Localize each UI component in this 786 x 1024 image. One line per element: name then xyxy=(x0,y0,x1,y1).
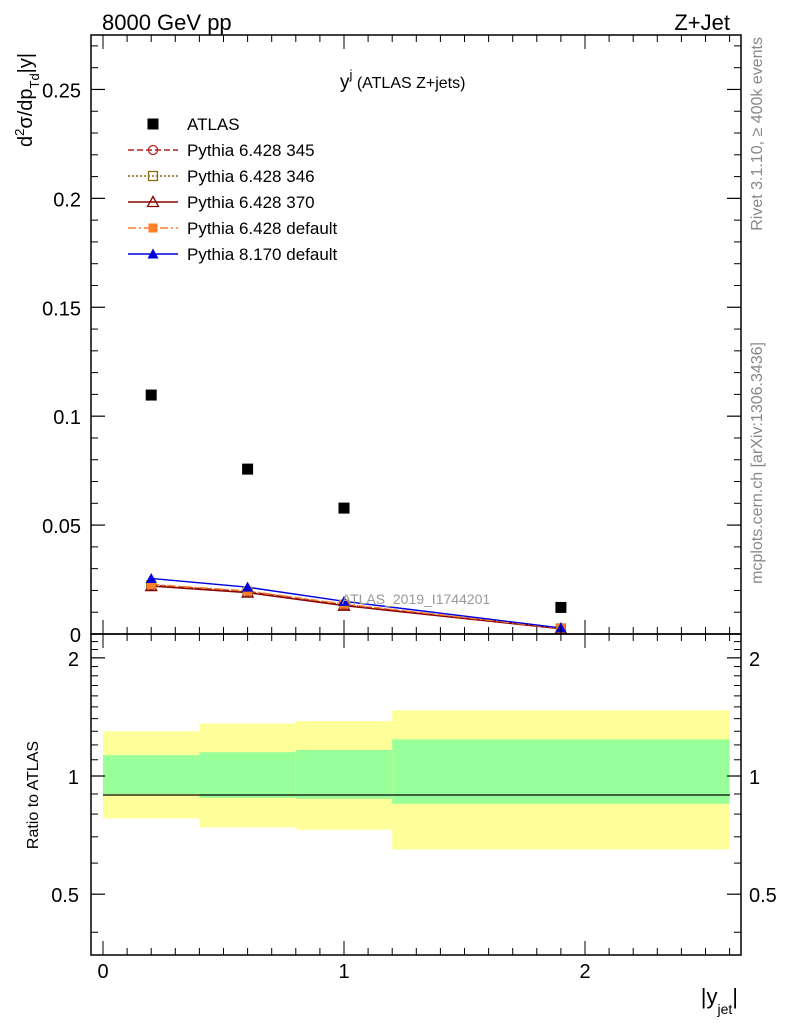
plot-title-suffix: (ATLAS Z+jets) xyxy=(352,75,465,92)
series-0-point xyxy=(242,463,254,475)
ratio-inner-band xyxy=(199,752,296,798)
xlabel-part-c: | xyxy=(732,984,738,1009)
main-y-tick-label: 0.2 xyxy=(53,189,81,211)
legend-item-2: Pythia 6.428 346 xyxy=(128,167,315,186)
legend: ATLAS Pythia 6.428 345 Pythia 6.428 346 Pyt… xyxy=(128,115,338,264)
xlabel-part-a: |y xyxy=(701,984,718,1009)
legend-item-0: ATLAS xyxy=(147,115,240,134)
rivet-side-label: Rivet 3.1.10, ≥ 400k events xyxy=(749,37,766,231)
series-4-point xyxy=(146,579,156,589)
legend-item-3: Pythia 6.428 370 xyxy=(128,193,315,212)
legend-label: Pythia 6.428 345 xyxy=(187,141,315,160)
legend-label: ATLAS xyxy=(187,115,240,134)
series-5-line xyxy=(151,577,561,629)
main-y-tick-label: 0.15 xyxy=(42,298,81,320)
series-5-point xyxy=(338,595,350,606)
main-y-tick-label: 0.25 xyxy=(42,80,81,102)
ratio-y-tick-label-right: 0.5 xyxy=(749,885,777,907)
legend-item-4: Pythia 6.428 default xyxy=(128,219,338,238)
ylabel-part-c: σ/dp xyxy=(15,88,37,128)
mcplots-side-label: mcplots.cern.ch [arXiv:1306.3436] xyxy=(749,342,766,584)
header-left-label: 8000 GeV pp xyxy=(102,10,232,35)
ratio-y-axis-label: Ratio to ATLAS xyxy=(25,741,42,849)
xlabel-part-b: jet xyxy=(716,1001,732,1017)
legend-label: Pythia 8.170 default xyxy=(187,245,338,264)
ylabel-part-d: Td xyxy=(27,73,42,88)
legend-marker xyxy=(148,223,158,233)
ylabel-part-e: |y| xyxy=(15,53,37,73)
ratio-plot-panel: 0.5 0.5 1 1 2 2 Ratio to ATLAS xyxy=(25,633,777,956)
main-y-tick-label: 0 xyxy=(70,625,81,647)
x-axis-label: |yjet| xyxy=(701,984,738,1017)
series-0-point xyxy=(555,601,567,613)
x-tick-label: 2 xyxy=(579,961,590,983)
ratio-inner-band xyxy=(103,755,200,794)
series-0-point xyxy=(338,502,350,514)
series-5-point xyxy=(145,572,157,583)
plot-title-sup: j xyxy=(349,67,353,82)
legend-marker xyxy=(146,195,160,208)
ratio-y-tick-label-right: 1 xyxy=(749,767,760,789)
ratio-y-tick-label: 2 xyxy=(68,649,79,671)
main-plot-panel: 0 0.05 0.1 0.15 0.2 0.25 yj (ATLAS Z+jets) d2… xyxy=(12,34,742,647)
series-4-line xyxy=(151,583,561,630)
ratio-y-tick-label: 1 xyxy=(68,767,79,789)
analysis-watermark: ATLAS_2019_I1744201 xyxy=(342,591,491,607)
ratio-inner-band xyxy=(295,749,393,799)
main-y-tick-labels: 0 0.05 0.1 0.15 0.2 0.25 xyxy=(42,80,81,647)
x-tick-labels: 0 1 2 xyxy=(97,961,590,983)
legend-label: Pythia 6.428 346 xyxy=(187,167,315,186)
series-5-point xyxy=(242,581,254,592)
ratio-y-tick-label-right: 2 xyxy=(749,649,760,671)
ratio-y-ticks xyxy=(91,641,741,933)
ratio-y-tick-label: 0.5 xyxy=(51,885,79,907)
plot-title-main: y xyxy=(340,72,350,93)
x-ticks xyxy=(102,35,731,955)
ratio-inner-band xyxy=(392,739,730,804)
ylabel-part-b: 2 xyxy=(12,129,27,136)
series-3-line xyxy=(151,585,561,630)
series-0-point xyxy=(145,389,157,401)
main-mc-lines xyxy=(151,577,561,630)
legend-label: Pythia 6.428 default xyxy=(187,219,338,238)
x-tick-label: 0 xyxy=(97,961,108,983)
legend-marker xyxy=(147,248,159,259)
main-y-tick-label: 0.1 xyxy=(53,407,81,429)
plot-title: yj (ATLAS Z+jets) xyxy=(340,67,465,93)
legend-marker xyxy=(147,144,159,156)
main-y-axis-label: d2σ/dpTd|y| xyxy=(12,53,42,147)
main-y-ticks xyxy=(91,45,741,635)
legend-label: Pythia 6.428 370 xyxy=(187,193,315,212)
ratio-uncertainty-bands xyxy=(103,710,730,850)
header-right-label: Z+Jet xyxy=(674,10,730,35)
legend-item-1: Pythia 6.428 345 xyxy=(128,141,315,160)
legend-marker xyxy=(147,118,159,130)
main-y-tick-label: 0.05 xyxy=(42,516,81,538)
ratio-y-tick-labels: 0.5 0.5 1 1 2 2 xyxy=(51,649,777,907)
x-tick-label: 1 xyxy=(338,961,349,983)
ylabel-part-a: d xyxy=(15,136,37,147)
legend-marker xyxy=(147,170,159,182)
legend-item-5: Pythia 8.170 default xyxy=(128,245,338,264)
